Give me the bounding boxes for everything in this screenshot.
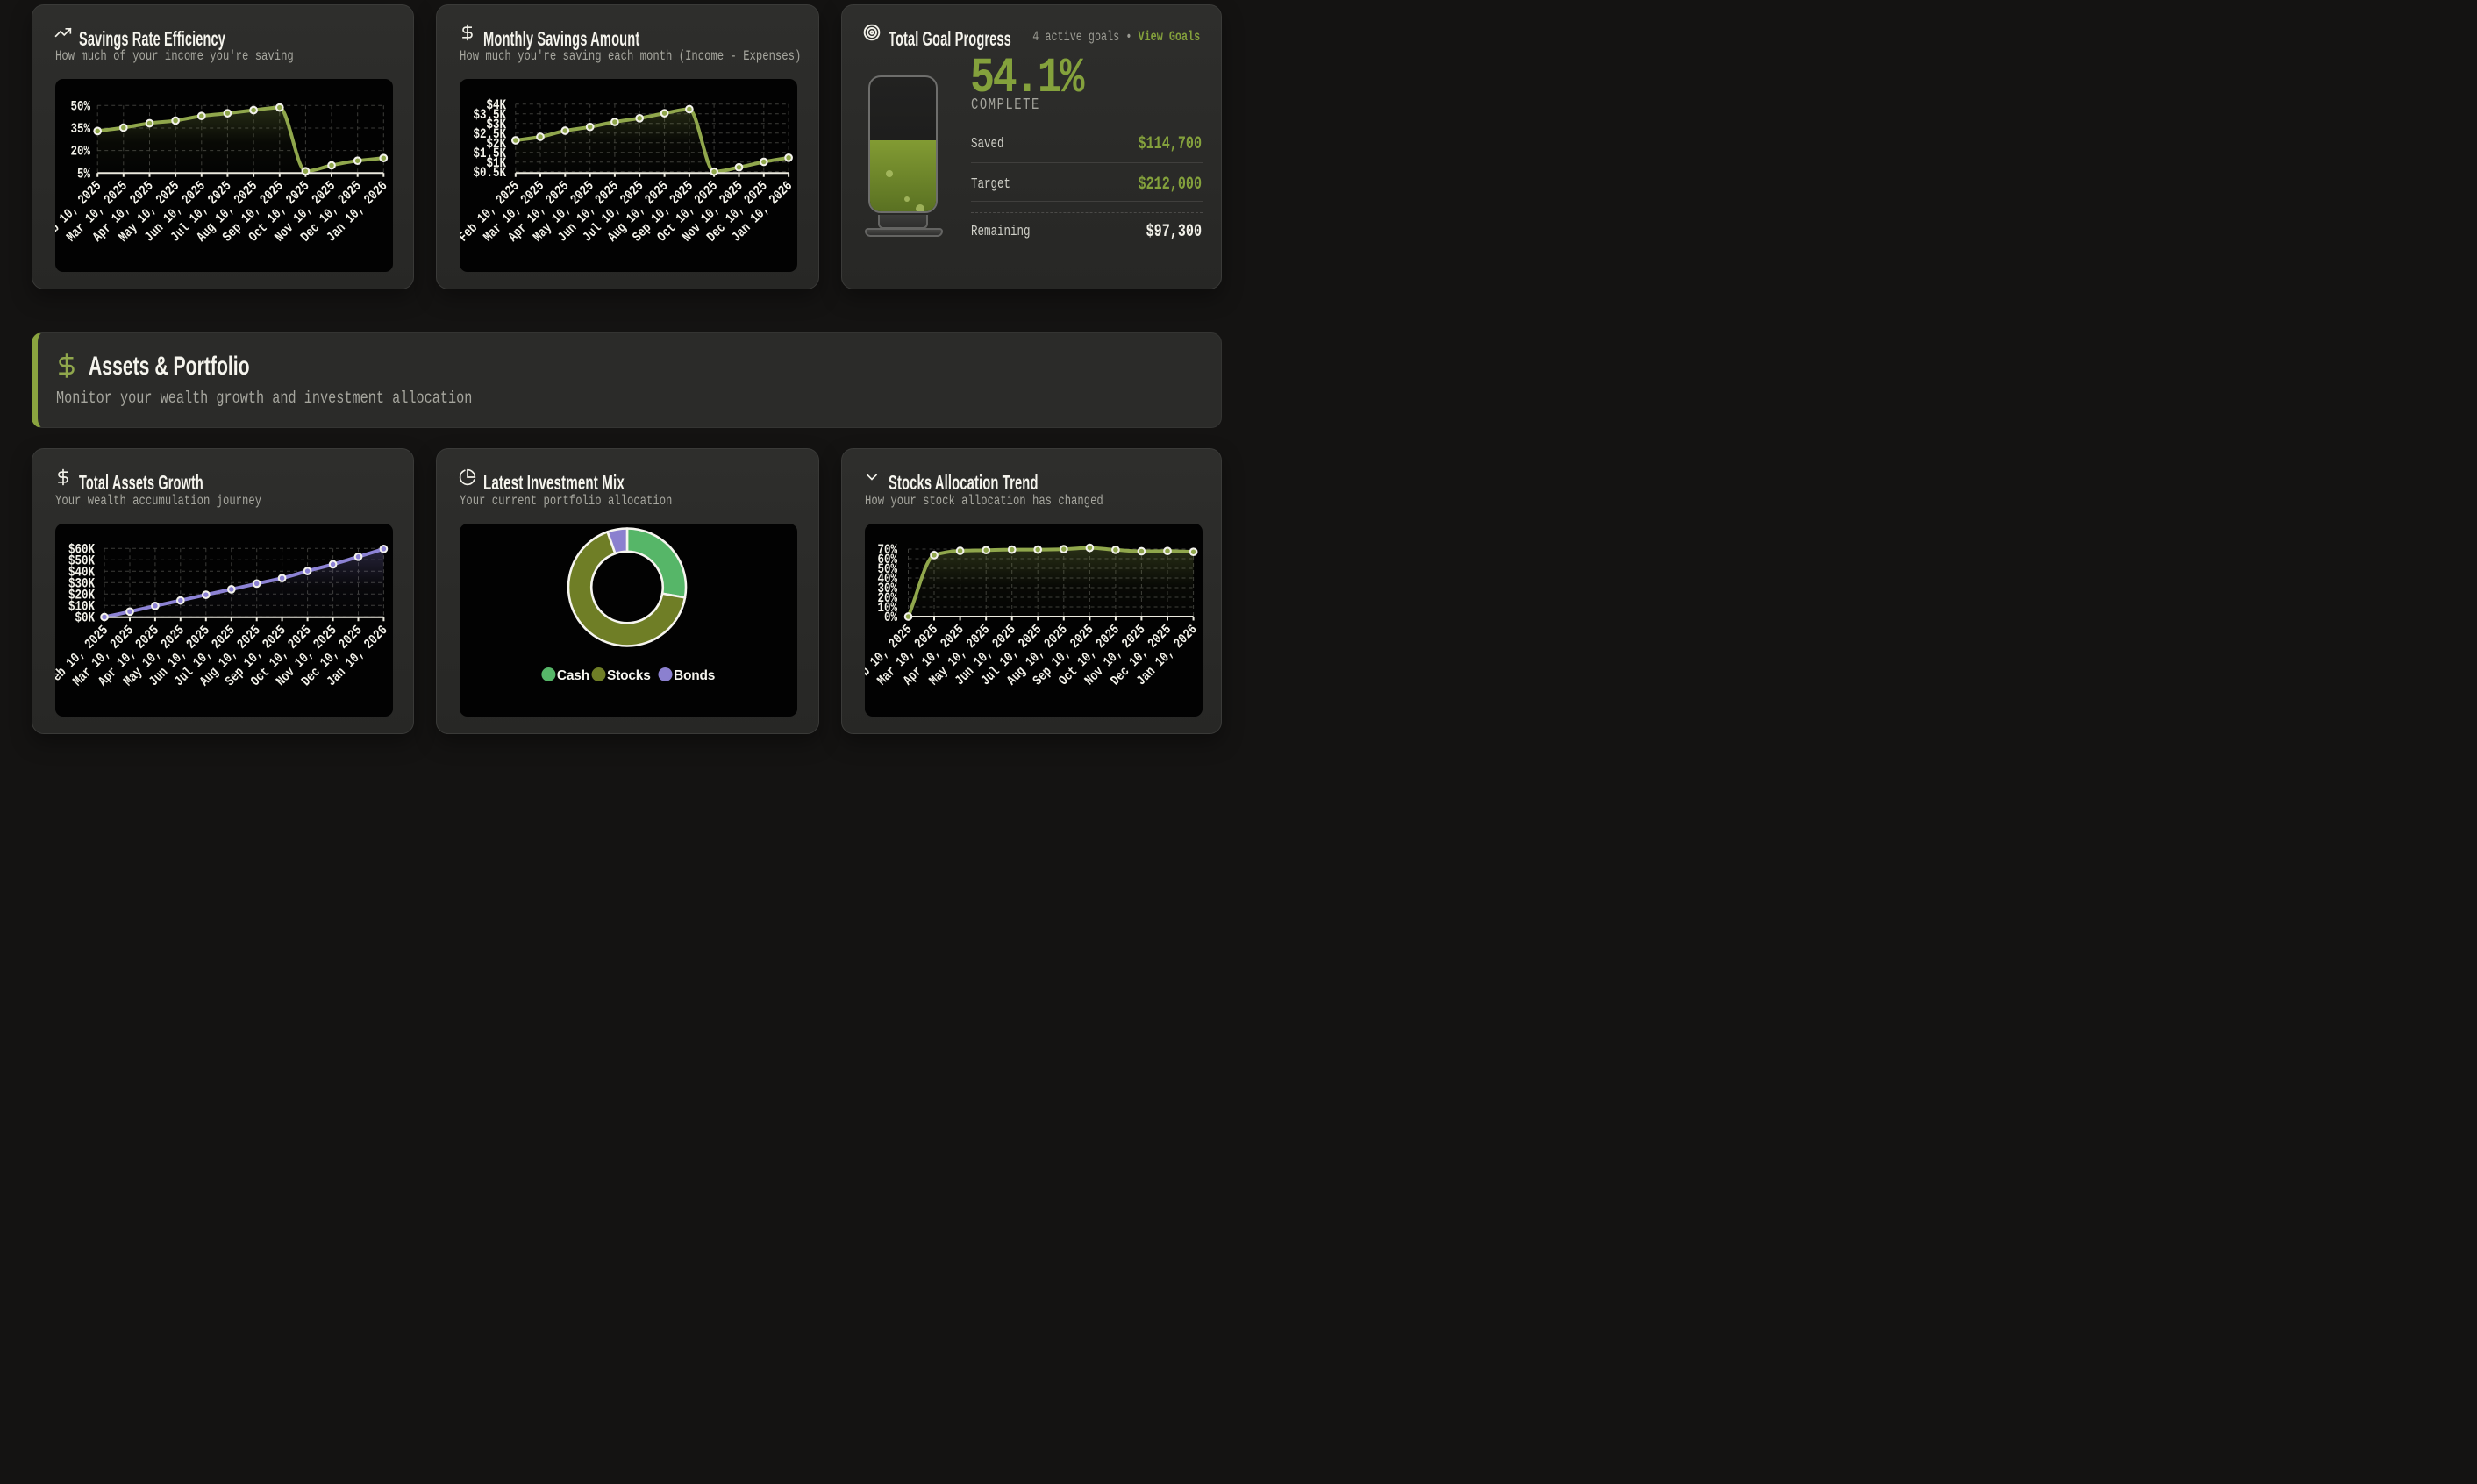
svg-text:$60K: $60K	[68, 541, 96, 557]
svg-text:$0.5K: $0.5K	[474, 165, 507, 181]
svg-text:$4K: $4K	[487, 97, 507, 113]
svg-text:5%: 5%	[77, 166, 91, 182]
svg-text:0%: 0%	[884, 610, 898, 625]
svg-text:$50K: $50K	[68, 553, 96, 568]
svg-text:$30K: $30K	[68, 575, 96, 591]
svg-text:$1K: $1K	[487, 155, 507, 171]
svg-text:60%: 60%	[877, 552, 897, 567]
svg-text:40%: 40%	[877, 571, 897, 587]
svg-text:50%: 50%	[877, 561, 897, 577]
svg-text:$2K: $2K	[487, 136, 507, 152]
svg-text:10%: 10%	[877, 600, 897, 616]
svg-text:35%: 35%	[71, 121, 91, 137]
svg-text:20%: 20%	[877, 590, 897, 606]
svg-text:20%: 20%	[71, 144, 91, 160]
svg-text:$10K: $10K	[68, 598, 96, 614]
svg-text:$0K: $0K	[75, 610, 96, 625]
svg-text:$3.5K: $3.5K	[474, 107, 507, 123]
svg-text:Stocks: Stocks	[607, 668, 651, 683]
svg-text:70%: 70%	[877, 542, 897, 558]
svg-text:$3K: $3K	[487, 117, 507, 132]
svg-text:50%: 50%	[71, 98, 91, 114]
svg-text:$1.5K: $1.5K	[474, 146, 507, 161]
svg-text:Bonds: Bonds	[674, 668, 715, 683]
svg-text:$2.5K: $2.5K	[474, 126, 507, 142]
svg-text:Cash: Cash	[557, 668, 589, 683]
svg-text:$40K: $40K	[68, 564, 96, 580]
svg-text:$20K: $20K	[68, 587, 96, 603]
svg-text:30%: 30%	[877, 581, 897, 596]
